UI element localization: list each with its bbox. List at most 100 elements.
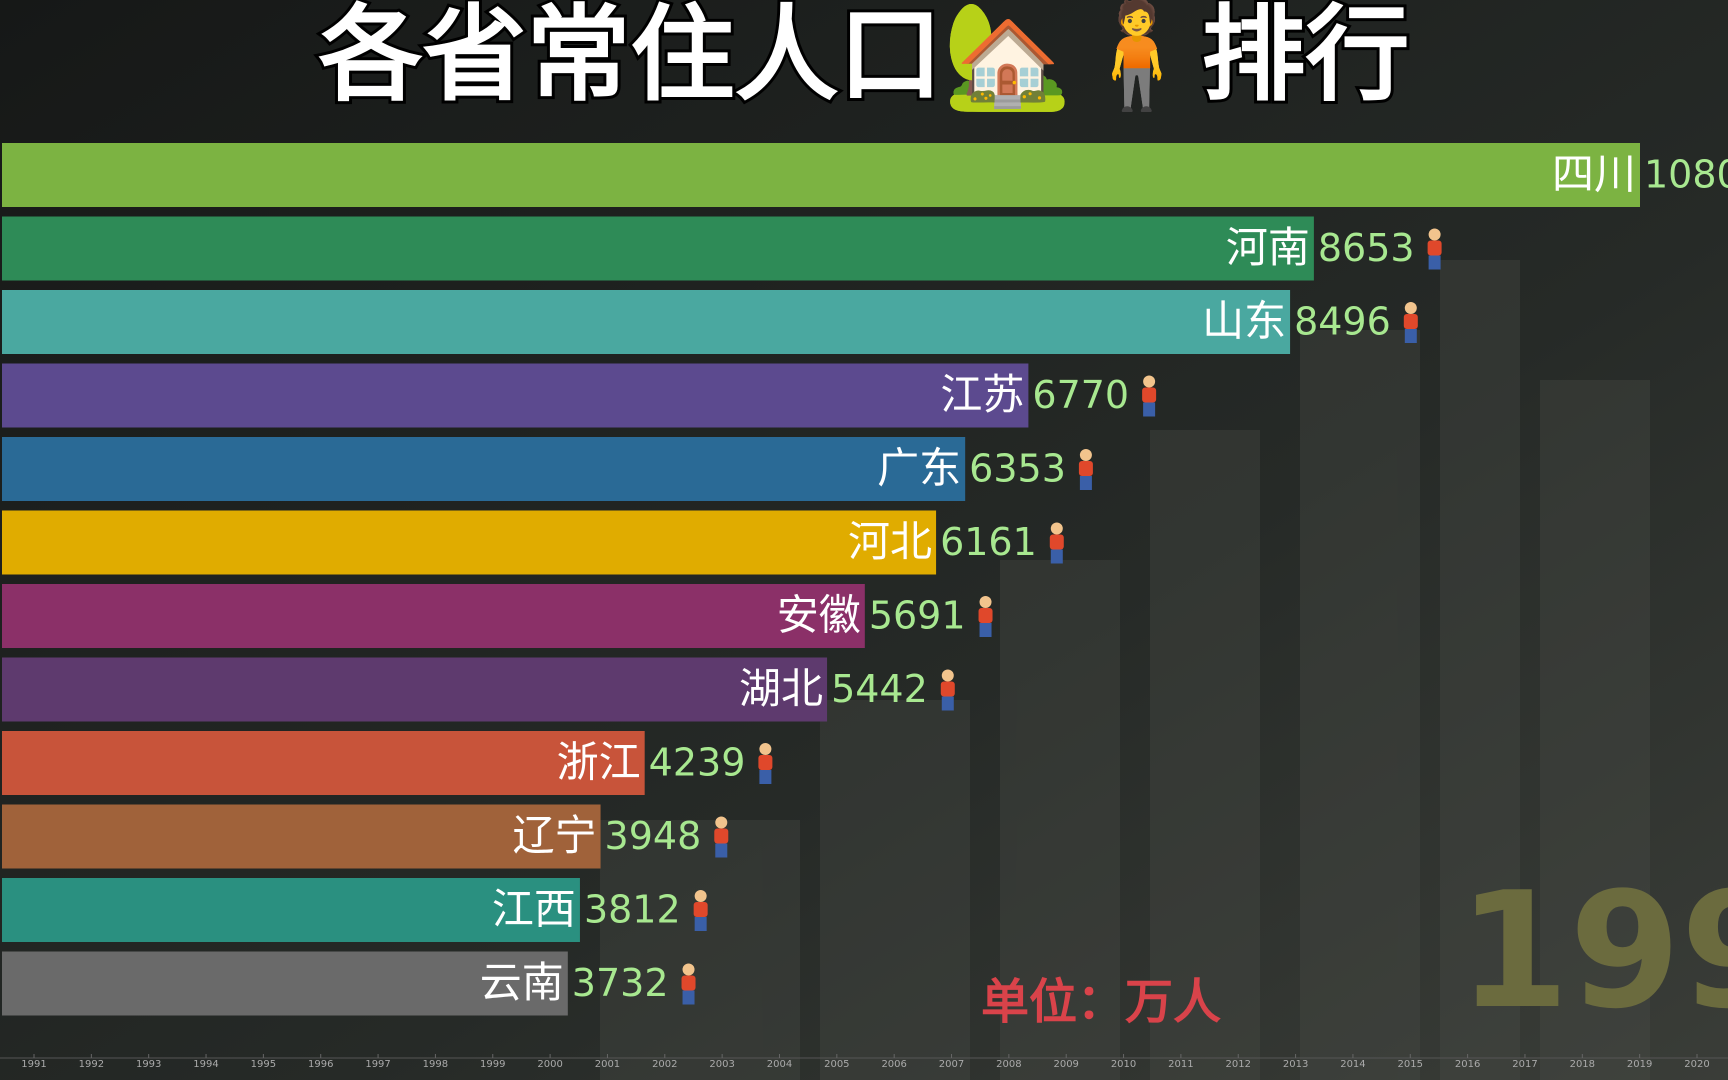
timeline-label: 2017: [1512, 1059, 1537, 1070]
person-head: [694, 890, 707, 902]
person-body: [714, 828, 729, 844]
category-label: 安徽: [777, 591, 861, 640]
value-label: 10804: [1644, 153, 1728, 197]
person-head: [1428, 228, 1441, 241]
timeline-label: 2013: [1283, 1059, 1308, 1070]
person-head: [1079, 449, 1092, 461]
value-label: 5442: [831, 667, 928, 711]
person-legs: [694, 917, 707, 931]
value-label: 3812: [584, 888, 681, 932]
value-label: 8496: [1294, 300, 1391, 344]
timeline-label: 1997: [365, 1059, 390, 1070]
person-body: [1142, 387, 1157, 403]
bar: [2, 584, 865, 648]
person-icon: [714, 816, 729, 858]
person-legs: [1428, 255, 1441, 270]
person-body: [978, 608, 993, 623]
timeline-label: 2015: [1398, 1059, 1423, 1070]
person-body: [1403, 314, 1418, 329]
person-body: [758, 755, 773, 770]
person-head: [759, 743, 772, 755]
person-icon: [758, 743, 773, 784]
person-legs: [1079, 476, 1092, 490]
person-icon: [1078, 449, 1093, 490]
timeline-label: 1995: [251, 1059, 276, 1070]
person-icon: [1049, 522, 1064, 564]
timeline-label: 1999: [480, 1059, 505, 1070]
value-label: 6353: [969, 447, 1066, 491]
timeline-label: 2008: [996, 1059, 1021, 1070]
timeline-label: 2001: [595, 1059, 620, 1070]
person-body: [681, 975, 696, 991]
category-label: 山东: [1202, 297, 1286, 346]
timeline-label: 1993: [136, 1059, 161, 1070]
timeline-label: 1994: [193, 1059, 218, 1070]
timeline-label: 1998: [423, 1059, 448, 1070]
bar: [2, 143, 1640, 207]
category-label: 四川: [1552, 150, 1636, 199]
category-label: 云南: [480, 958, 564, 1007]
category-label: 浙江: [557, 738, 641, 787]
bar: [2, 804, 601, 869]
value-label: 3948: [605, 814, 702, 858]
person-legs: [1143, 402, 1156, 417]
timeline-label: 2006: [881, 1059, 906, 1070]
timeline-label: 2020: [1684, 1059, 1709, 1070]
category-label: 辽宁: [513, 811, 597, 860]
person-head: [715, 816, 728, 829]
value-label: 6770: [1032, 373, 1129, 417]
person-icon: [978, 596, 993, 637]
timeline-label: 2010: [1111, 1059, 1136, 1070]
bar: [2, 363, 1029, 428]
person-legs: [759, 770, 772, 784]
timeline-label: 2014: [1340, 1059, 1365, 1070]
category-label: 河南: [1226, 223, 1310, 272]
category-label: 江西: [492, 885, 576, 934]
category-label: 湖北: [739, 664, 823, 713]
value-label: 3732: [572, 961, 669, 1005]
person-body: [693, 902, 708, 917]
timeline-label: 2000: [537, 1059, 562, 1070]
timeline-label: 1992: [79, 1059, 104, 1070]
value-label: 5691: [869, 594, 966, 638]
unit-label: 单位：万人: [981, 974, 1221, 1030]
person-body: [1427, 240, 1442, 256]
bar: [2, 657, 828, 722]
year-label: 199: [1458, 857, 1728, 1044]
person-icon: [1403, 302, 1418, 343]
person-head: [1404, 302, 1417, 314]
city-silhouette: [600, 260, 1650, 1080]
timeline-label: 2004: [767, 1059, 792, 1070]
person-head: [1050, 522, 1063, 535]
person-body: [940, 681, 955, 697]
bar: [2, 290, 1291, 354]
timeline-label: 2002: [652, 1059, 677, 1070]
timeline-label: 2019: [1627, 1059, 1652, 1070]
person-legs: [715, 843, 728, 858]
timeline-label: 2012: [1226, 1059, 1251, 1070]
person-body: [1078, 461, 1093, 476]
timeline-label: 2018: [1570, 1059, 1595, 1070]
person-head: [979, 596, 992, 608]
person-legs: [979, 623, 992, 637]
value-label: 4239: [649, 741, 746, 785]
person-icon: [1427, 228, 1442, 270]
value-label: 6161: [940, 520, 1037, 564]
person-legs: [682, 990, 695, 1005]
timeline-label: 1996: [308, 1059, 333, 1070]
timeline-label: 2007: [939, 1059, 964, 1070]
bar: [2, 437, 966, 501]
person-icon: [681, 963, 696, 1005]
person-icon: [1142, 375, 1157, 417]
timeline-label: 2016: [1455, 1059, 1480, 1070]
bar: [2, 878, 580, 942]
person-head: [682, 963, 695, 976]
person-legs: [1050, 549, 1063, 564]
timeline-label: 2005: [824, 1059, 849, 1070]
person-body: [1049, 534, 1064, 550]
category-label: 广东: [877, 444, 961, 493]
timeline-label: 1991: [21, 1059, 46, 1070]
category-label: 河北: [848, 517, 932, 566]
